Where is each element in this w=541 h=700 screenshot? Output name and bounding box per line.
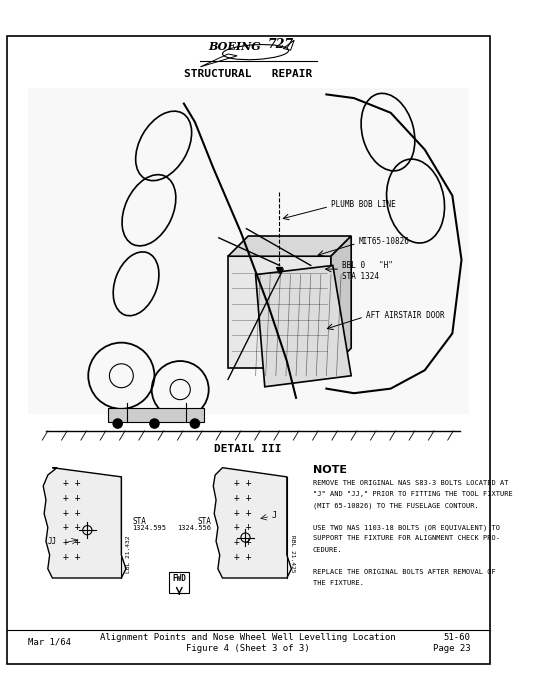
Text: + +: + +	[63, 493, 81, 503]
Text: + +: + +	[63, 537, 81, 547]
Text: STA: STA	[197, 517, 212, 526]
Text: Figure 4 (Sheet 3 of 3): Figure 4 (Sheet 3 of 3)	[187, 644, 310, 653]
Polygon shape	[109, 408, 204, 421]
Text: 51-60: 51-60	[444, 634, 471, 643]
Polygon shape	[43, 468, 126, 578]
Text: STRUCTURAL   REPAIR: STRUCTURAL REPAIR	[184, 69, 312, 79]
Text: BBL 0   "H": BBL 0 "H"	[342, 261, 393, 270]
Text: PLUMB BOB LINE: PLUMB BOB LINE	[331, 200, 395, 209]
Text: Page 23: Page 23	[433, 644, 471, 653]
Text: + +: + +	[63, 552, 81, 562]
Text: RBL 21.425: RBL 21.425	[290, 536, 295, 573]
Text: 727: 727	[267, 38, 294, 51]
Polygon shape	[228, 236, 351, 256]
Circle shape	[150, 419, 159, 428]
Text: + +: + +	[63, 508, 81, 518]
Text: REPLACE THE ORIGINAL BOLTS AFTER REMOVAL OF: REPLACE THE ORIGINAL BOLTS AFTER REMOVAL…	[313, 568, 496, 575]
Text: + +: + +	[63, 478, 81, 489]
Text: Mar 1/64: Mar 1/64	[28, 638, 70, 647]
Text: THE FIXTURE.: THE FIXTURE.	[313, 580, 364, 586]
Bar	[169, 573, 189, 593]
Text: + +: + +	[234, 522, 252, 533]
Text: NOTE: NOTE	[313, 465, 347, 475]
Polygon shape	[213, 468, 292, 578]
Polygon shape	[255, 265, 351, 387]
Text: STA 1324: STA 1324	[342, 272, 379, 281]
Text: + +: + +	[234, 478, 252, 489]
Text: USE TWO NAS 1103-18 BOLTS (OR EQUIVALENT) TO: USE TWO NAS 1103-18 BOLTS (OR EQUIVALENT…	[313, 524, 499, 531]
Circle shape	[190, 419, 200, 428]
Polygon shape	[331, 236, 351, 368]
Text: REMOVE THE ORIGINAL NAS S83-3 BOLTS LOCATED AT: REMOVE THE ORIGINAL NAS S83-3 BOLTS LOCA…	[313, 480, 508, 486]
Bar	[28, 88, 469, 414]
Text: (MIT 65-10826) TO THE FUSELAGE CONTOUR.: (MIT 65-10826) TO THE FUSELAGE CONTOUR.	[313, 502, 478, 509]
Text: + +: + +	[234, 552, 252, 562]
Text: + +: + +	[234, 537, 252, 547]
Text: CEDURE.: CEDURE.	[313, 547, 342, 552]
Text: LBL 21.432: LBL 21.432	[126, 536, 131, 573]
Text: FWD: FWD	[173, 575, 186, 583]
Text: + +: + +	[234, 493, 252, 503]
Circle shape	[113, 419, 122, 428]
Text: STA: STA	[133, 517, 146, 526]
Text: SUPPORT THE FIXTURE FOR ALIGNMENT CHECK PRO-: SUPPORT THE FIXTURE FOR ALIGNMENT CHECK …	[313, 536, 499, 542]
Text: J: J	[272, 511, 276, 520]
Text: JJ: JJ	[48, 537, 57, 546]
Text: Alignment Points and Nose Wheel Well Levelling Location: Alignment Points and Nose Wheel Well Lev…	[101, 634, 396, 643]
Bar	[228, 256, 331, 368]
Text: 1324.556: 1324.556	[177, 526, 212, 531]
Text: MIT65-10826: MIT65-10826	[359, 237, 410, 246]
Text: DETAIL III: DETAIL III	[214, 444, 282, 454]
Text: AFT AIRSTAIR DOOR: AFT AIRSTAIR DOOR	[366, 311, 445, 320]
Text: 1324.595: 1324.595	[133, 526, 167, 531]
Text: "J" AND "JJ," PRIOR TO FITTING THE TOOL FIXTURE: "J" AND "JJ," PRIOR TO FITTING THE TOOL …	[313, 491, 512, 497]
Text: BOEING: BOEING	[208, 41, 261, 52]
Text: + +: + +	[63, 522, 81, 533]
Text: + +: + +	[234, 508, 252, 518]
